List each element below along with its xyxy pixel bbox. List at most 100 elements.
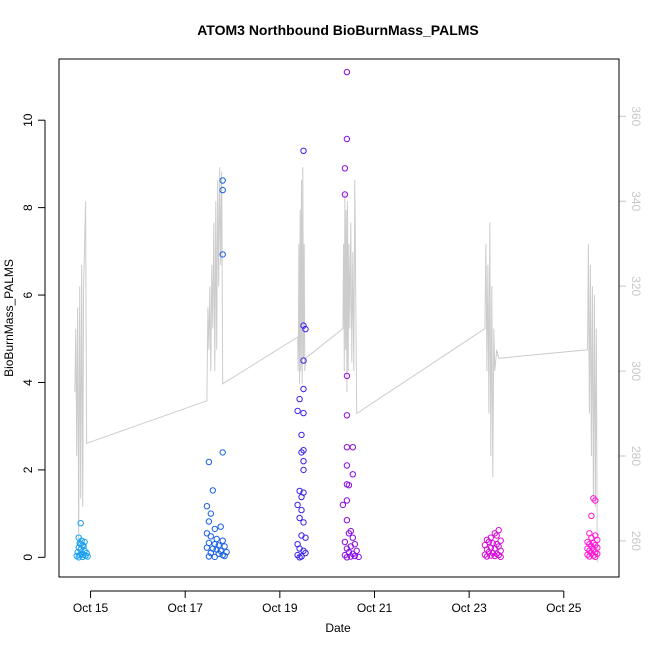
y-tick-label: 10: [21, 113, 35, 127]
data-point: [79, 553, 86, 561]
data-point: [219, 449, 226, 456]
data-point: [487, 552, 494, 559]
data-point: [298, 431, 305, 439]
data-point: [343, 545, 351, 552]
data-point: [345, 482, 353, 489]
data-point: [300, 147, 307, 155]
data-point: [221, 543, 228, 550]
data-point: [203, 503, 211, 510]
data-point: [205, 553, 213, 560]
data-point: [81, 538, 88, 546]
data-point: [294, 501, 301, 509]
axes: 0 2 4 6 8 10 260 280 300 320 340 360 Oct 15 Oct 17 Oct…: [21, 106, 643, 615]
data-point: [203, 544, 211, 551]
data-point: [298, 506, 305, 514]
data-point: [205, 518, 213, 525]
plot-area: [73, 68, 601, 563]
x-axis-label: Date: [325, 621, 351, 635]
data-point: [592, 553, 599, 561]
data-point: [491, 552, 498, 560]
data-point: [219, 251, 226, 258]
data-point: [343, 135, 351, 143]
data-point: [296, 514, 303, 522]
y2-tick-label: 360: [629, 106, 643, 126]
series-0: [73, 520, 91, 561]
data-point: [343, 68, 351, 76]
data-point: [219, 537, 226, 544]
data-point: [341, 538, 349, 546]
data-point: [302, 534, 309, 541]
data-point: [584, 551, 591, 558]
data-point: [207, 533, 215, 540]
data-point: [349, 534, 356, 541]
data-point: [485, 538, 493, 546]
data-point: [203, 530, 211, 537]
data-point: [594, 536, 601, 543]
series-3: [339, 68, 362, 561]
series-4: [481, 527, 504, 561]
y2-tick-label: 340: [629, 191, 643, 211]
data-point: [349, 444, 356, 451]
data-point: [296, 554, 303, 561]
data-point: [211, 553, 219, 561]
data-point: [300, 458, 307, 465]
data-point: [213, 535, 220, 543]
plot-frame: [58, 58, 620, 578]
data-point: [209, 487, 217, 494]
y-tick-label: 8: [21, 204, 35, 211]
data-point: [221, 552, 228, 560]
y-axis-label: BioBurnMass_PALMS: [2, 259, 16, 377]
data-point: [481, 551, 489, 558]
y-tick-label: 6: [21, 291, 35, 298]
data-point: [211, 525, 219, 533]
data-point: [302, 325, 309, 333]
y-tick-label: 4: [21, 379, 35, 386]
data-point: [355, 553, 362, 561]
data-point: [343, 554, 351, 561]
data-point: [207, 549, 215, 557]
data-point: [588, 512, 595, 519]
y2-tick-label: 320: [629, 276, 643, 296]
series-1: [203, 177, 230, 561]
x-tick-label: Oct 19: [262, 601, 298, 615]
y-tick-label: 2: [21, 466, 35, 473]
y-tick-label: 0: [21, 554, 35, 561]
data-point: [298, 449, 305, 456]
data-point: [219, 177, 226, 184]
x-tick-label: Oct 17: [168, 601, 204, 615]
data-point: [343, 462, 351, 469]
data-point: [300, 357, 307, 364]
x-tick-label: Oct 23: [451, 601, 487, 615]
data-point: [343, 517, 351, 524]
data-point: [493, 532, 500, 539]
secondary-line: [74, 167, 598, 563]
data-point: [588, 534, 595, 541]
data-point: [351, 552, 358, 560]
data-point: [217, 523, 224, 530]
data-point: [343, 412, 351, 419]
data-point: [75, 544, 82, 551]
data-point: [343, 372, 351, 380]
x-tick-label: Oct 15: [73, 601, 109, 615]
data-point: [296, 395, 303, 403]
y2-tick-label: 300: [629, 361, 643, 381]
data-point: [77, 520, 84, 527]
data-point: [343, 497, 351, 504]
data-point: [592, 497, 599, 504]
chart-title: ATOM3 Northbound BioBurnMass_PALMS: [197, 22, 479, 38]
data-point: [300, 322, 307, 329]
data-point: [298, 493, 305, 501]
series-2: [294, 147, 309, 561]
data-point: [497, 553, 504, 561]
data-point: [302, 549, 309, 557]
data-point: [296, 487, 303, 495]
data-point: [339, 501, 347, 509]
data-point: [300, 519, 307, 526]
data-point: [205, 458, 213, 466]
data-point: [345, 530, 353, 537]
y2-tick-label: 260: [629, 531, 643, 551]
series-5: [584, 495, 601, 561]
data-point: [219, 186, 226, 194]
data-point: [343, 444, 351, 451]
